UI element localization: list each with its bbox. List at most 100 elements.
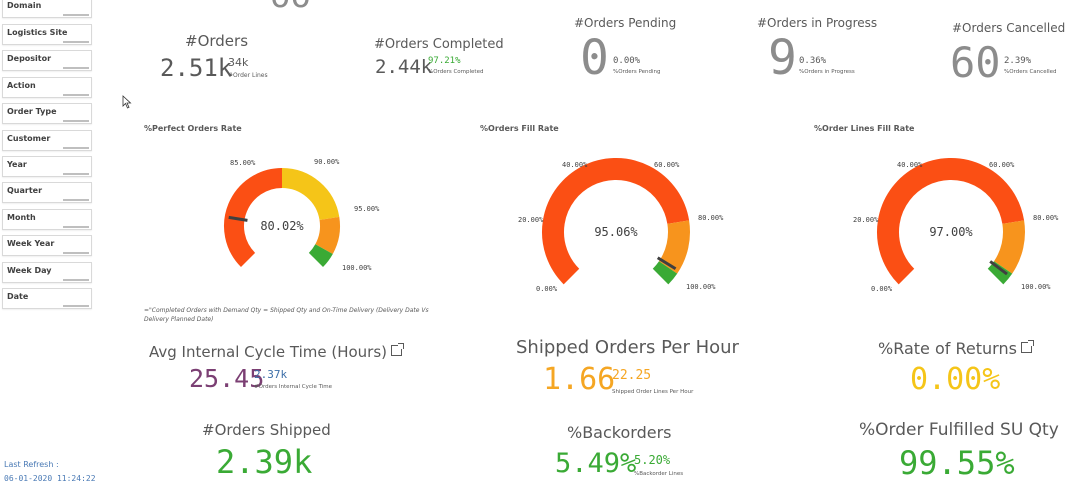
kpi-completed-title: #Orders Completed bbox=[374, 37, 504, 52]
filter-action[interactable]: Action bbox=[2, 77, 92, 98]
filter-label: Action bbox=[7, 81, 36, 90]
gauge-center-value: 97.00% bbox=[929, 225, 973, 239]
gauge-tick-label: 80.00% bbox=[698, 214, 724, 222]
gauge-tick-label: 40.00% bbox=[897, 161, 923, 169]
kpi-pending-percent: 0.00% bbox=[613, 56, 641, 66]
filter-month[interactable]: Month bbox=[2, 209, 92, 230]
kpi-shipped-lines-per-hour-label: Shipped Order Lines Per Hour bbox=[612, 389, 694, 395]
filter-label: Year bbox=[7, 160, 27, 169]
gauge-band-3 bbox=[308, 244, 333, 268]
gauge-tick-label: 100.00% bbox=[342, 264, 372, 272]
kpi-cycle-time-sub-value: 2.37k bbox=[254, 368, 288, 381]
kpi-completed-value: 2.44k bbox=[375, 56, 433, 78]
kpi-returns-title-text: %Rate of Returns bbox=[878, 339, 1017, 358]
kpi-pending-value: 0 bbox=[580, 30, 609, 86]
gauge-center-value: 80.02% bbox=[260, 219, 304, 233]
gauge-title-lines-fill-rate: %Order Lines Fill Rate bbox=[814, 124, 915, 133]
filter-label: Depositor bbox=[7, 54, 52, 63]
gauge-tick-label: 95.00% bbox=[354, 205, 380, 213]
filter-date[interactable]: Date bbox=[2, 288, 92, 309]
gauge-tick-label: 0.00% bbox=[536, 285, 558, 293]
kpi-in-progress-percent-label: %Orders in Progress bbox=[799, 69, 855, 75]
external-link-icon[interactable] bbox=[391, 343, 405, 356]
kpi-returns-title[interactable]: %Rate of Returns bbox=[878, 339, 1034, 358]
kpi-orders-value: 2.51k bbox=[160, 54, 233, 82]
gauge-needle bbox=[989, 260, 1008, 276]
filter-label: Month bbox=[7, 213, 36, 222]
gauge-band-1 bbox=[658, 220, 690, 274]
gauge-band-1 bbox=[281, 168, 340, 221]
kpi-completed-percent-label: %Orders Completed bbox=[428, 69, 484, 75]
gauge-tick-label: 40.00% bbox=[562, 161, 588, 169]
kpi-cycle-time-title[interactable]: Avg Internal Cycle Time (Hours) bbox=[149, 343, 405, 361]
kpi-backorders-title: %Backorders bbox=[567, 423, 672, 442]
gauge-band-0 bbox=[877, 158, 1025, 285]
gauge-title-perfect-orders: %Perfect Orders Rate bbox=[144, 124, 242, 133]
kpi-cancelled-title: #Orders Cancelled bbox=[952, 21, 1066, 35]
gauge-band-0 bbox=[542, 158, 690, 285]
gauge-tick-label: 90.00% bbox=[314, 158, 340, 166]
filter-order-type[interactable]: Order Type bbox=[2, 103, 92, 124]
kpi-completed-percent: 97.21% bbox=[428, 56, 461, 66]
kpi-in-progress-title: #Orders in Progress bbox=[757, 16, 878, 30]
kpi-backorder-lines-value: 5.20% bbox=[634, 453, 671, 467]
filter-label: Customer bbox=[7, 134, 51, 143]
kpi-cycle-time-title-text: Avg Internal Cycle Time (Hours) bbox=[149, 343, 388, 361]
kpi-orders-title: #Orders bbox=[185, 32, 249, 50]
gauge-band-1 bbox=[993, 220, 1025, 274]
filter-sidebar: Domain Logistics Site Depositor Action O… bbox=[0, 0, 100, 496]
kpi-cycle-time-sub-label: #Orders Internal Cycle Time bbox=[254, 384, 333, 390]
kpi-order-lines-label: #Order Lines bbox=[228, 72, 268, 79]
external-link-icon[interactable] bbox=[1020, 340, 1034, 353]
gauge-band-0 bbox=[224, 168, 283, 268]
filter-domain[interactable]: Domain bbox=[2, 0, 92, 18]
last-refresh-value: 06-01-2020 11:24:22 bbox=[4, 474, 96, 483]
filter-depositor[interactable]: Depositor bbox=[2, 50, 92, 71]
footnote: ="Completed Orders with Demand Qty = Shi… bbox=[144, 307, 429, 323]
filter-quarter[interactable]: Quarter bbox=[2, 182, 92, 203]
kpi-pending-title: #Orders Pending bbox=[574, 16, 677, 30]
gauge-perfect-orders-rate: 75.00%80.00%85.00%90.00%95.00%100.00%80.… bbox=[224, 158, 380, 272]
gauge-tick-label: 80.00% bbox=[1033, 214, 1059, 222]
kpi-fulfilled-title: %Order Fulfilled SU Qty bbox=[859, 420, 1059, 440]
mouse-cursor-icon bbox=[122, 95, 132, 109]
filter-week-day[interactable]: Week Day bbox=[2, 262, 92, 283]
gauge-order-lines-fill-rate: 0.00% 20.00% 40.00% 60.00% 80.00% 100.00% 97.0… bbox=[853, 158, 1059, 293]
filter-label: Week Year bbox=[7, 239, 55, 248]
kpi-returns-value: 0.00% bbox=[910, 362, 1001, 397]
kpi-shipped-per-hour-title: Shipped Orders Per Hour bbox=[516, 337, 739, 358]
kpi-orders-shipped-title: #Orders Shipped bbox=[202, 421, 331, 439]
filter-label: Week Day bbox=[7, 266, 52, 275]
filter-label: Quarter bbox=[7, 186, 43, 195]
last-refresh-label: Last Refresh : bbox=[4, 460, 59, 469]
filter-logistics-site[interactable]: Logistics Site bbox=[2, 24, 92, 45]
gauge-needle bbox=[656, 256, 677, 271]
kpi-fulfilled-value: 99.55% bbox=[899, 444, 1015, 482]
gauge-tick-label: 85.00% bbox=[230, 159, 256, 167]
gauge-orders-fill-rate: 0.00% 20.00% 40.00% 60.00% 80.00% 100.00% 95.0… bbox=[518, 158, 724, 293]
gauge-tick-label: 0.00% bbox=[871, 285, 893, 293]
kpi-cycle-time-value: 25.45 bbox=[189, 364, 265, 393]
kpi-cancelled-percent: 2.39% bbox=[1004, 56, 1032, 66]
gauge-band-2 bbox=[987, 261, 1013, 285]
filter-label: Date bbox=[7, 292, 29, 301]
gauge-tick-label: 20.00% bbox=[853, 216, 879, 224]
kpi-in-progress-value: 9 bbox=[768, 30, 797, 86]
kpi-shipped-lines-per-hour-value: 22.25 bbox=[612, 368, 652, 383]
gauge-band-2 bbox=[652, 261, 678, 285]
filter-week-year[interactable]: Week Year bbox=[2, 235, 92, 256]
kpi-shipped-per-hour-value: 1.66 bbox=[543, 362, 616, 397]
kpi-orders-shipped-value: 2.39k bbox=[216, 443, 313, 481]
filter-label: Order Type bbox=[7, 107, 57, 116]
filter-year[interactable]: Year bbox=[2, 156, 92, 177]
gauge-tick-label: 20.00% bbox=[518, 216, 544, 224]
gauge-tick-label: 60.00% bbox=[654, 161, 680, 169]
kpi-in-progress-percent: 0.36% bbox=[799, 56, 827, 66]
filter-label: Logistics Site bbox=[7, 28, 68, 37]
gauge-needle bbox=[228, 215, 248, 222]
kpi-backorder-lines-label: %Backorder Lines bbox=[634, 471, 684, 477]
kpi-cancelled-value: 60 bbox=[950, 38, 1001, 87]
gauge-tick-label: 60.00% bbox=[989, 161, 1015, 169]
kpi-backorders-value: 5.49% bbox=[555, 448, 637, 479]
filter-customer[interactable]: Customer bbox=[2, 130, 92, 151]
